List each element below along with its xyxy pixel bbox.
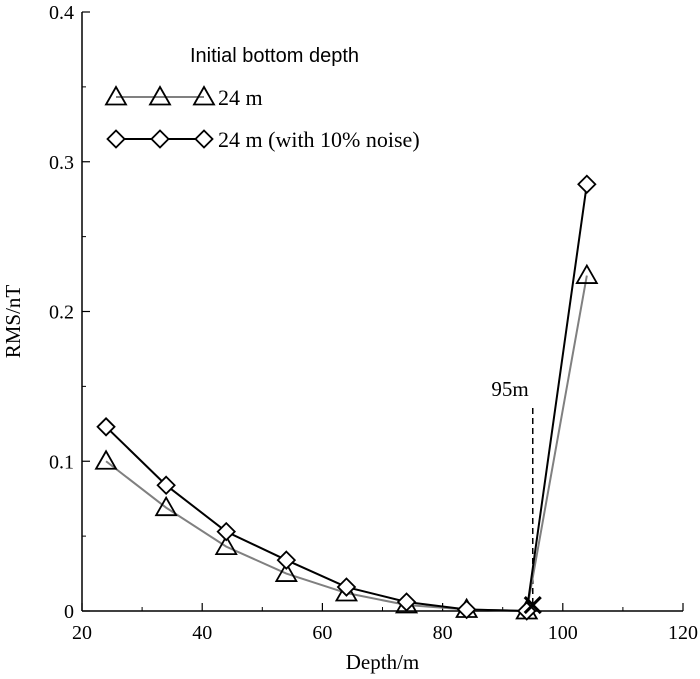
data-point — [274, 561, 298, 582]
x-tick-label: 40 — [192, 622, 212, 644]
legend: Initial bottom depth 24 m 24 m (with 10% n… — [104, 45, 420, 152]
series-2 — [96, 174, 597, 621]
data-point — [94, 449, 118, 470]
legend-label: 24 m (with 10% noise) — [218, 127, 420, 152]
legend-marker — [194, 129, 214, 149]
x-tick-label: 20 — [72, 622, 92, 644]
legend-entry-1: 24 m — [104, 85, 263, 110]
x-tick-label: 60 — [312, 622, 332, 644]
data-point — [396, 592, 417, 612]
legend-marker — [148, 85, 172, 106]
ticks: 20 40 60 80 100 120 0 0.1 0.2 0.3 0.4 — [49, 2, 698, 644]
data-point — [575, 263, 599, 284]
legend-marker — [150, 129, 170, 149]
legend-marker — [106, 129, 126, 149]
data-point — [154, 495, 178, 517]
legend-label: 24 m — [218, 85, 263, 110]
data-point — [276, 550, 297, 570]
series-layer — [94, 174, 599, 621]
legend-marker — [192, 85, 216, 106]
annotations: 95m — [491, 377, 534, 611]
data-point — [216, 521, 237, 542]
y-tick-label: 0.3 — [49, 152, 74, 174]
y-tick-label: 0 — [64, 601, 74, 623]
y-axis-title: RMS/nT — [1, 285, 25, 359]
data-point — [96, 417, 116, 437]
series-line — [105, 275, 588, 613]
axes — [81, 12, 683, 612]
data-point — [156, 475, 176, 495]
data-point — [577, 174, 597, 194]
data-point — [214, 534, 238, 556]
series-1 — [94, 263, 599, 620]
y-tick-label: 0.1 — [49, 451, 74, 473]
data-point — [336, 577, 357, 597]
x-axis-title: Depth/m — [346, 650, 420, 674]
legend-title: Initial bottom depth — [190, 45, 359, 67]
legend-marker — [104, 85, 128, 106]
x-marker-stroke — [523, 595, 542, 615]
y-tick-label: 0.2 — [49, 302, 74, 324]
x-marker — [523, 595, 542, 615]
annotation-label: 95m — [491, 377, 528, 401]
x-tick-label: 80 — [433, 622, 453, 644]
legend-entry-2: 24 m (with 10% noise) — [106, 127, 420, 152]
data-point — [456, 599, 477, 620]
x-tick-label: 100 — [548, 622, 578, 644]
x-tick-label: 120 — [668, 622, 698, 644]
y-tick-label: 0.4 — [49, 2, 74, 24]
